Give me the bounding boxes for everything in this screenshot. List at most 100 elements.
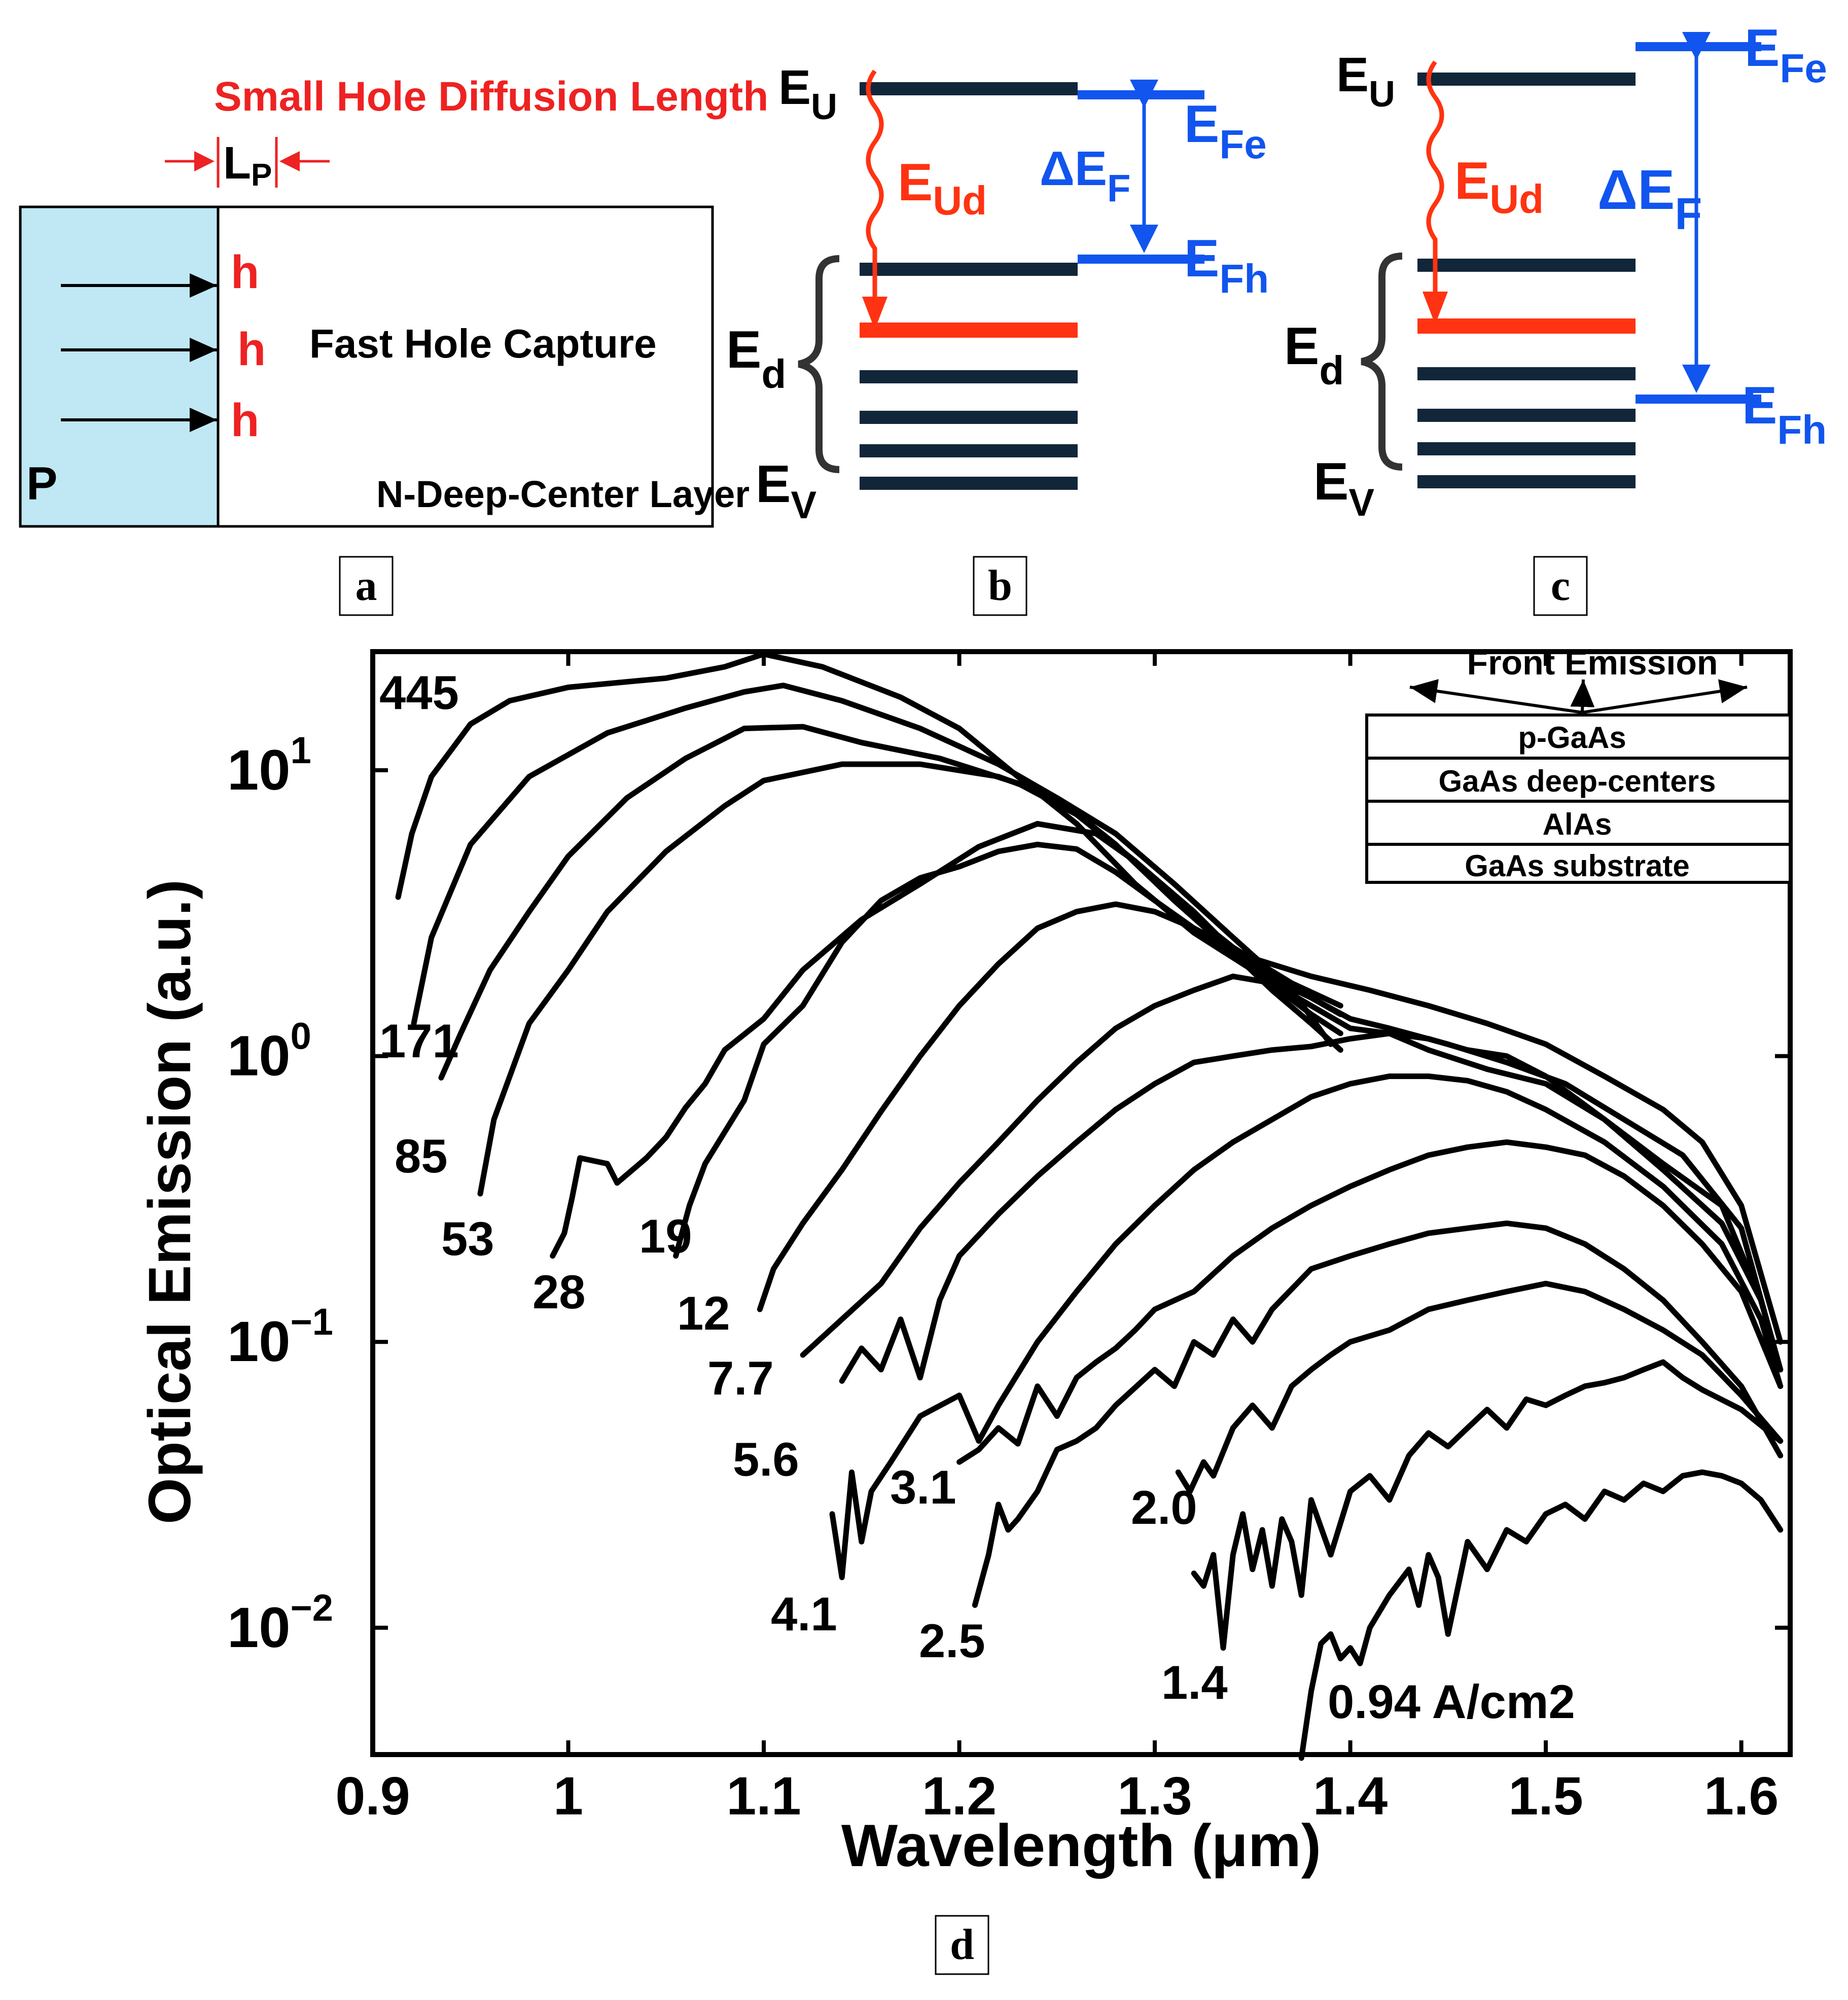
x-tick-label: 1.1 bbox=[726, 1766, 801, 1826]
curve-label-2-0: 2.0 bbox=[1131, 1481, 1197, 1534]
x-tick-label: 1.5 bbox=[1508, 1766, 1583, 1826]
ed-main: E bbox=[1284, 317, 1319, 376]
deep-level bbox=[860, 411, 1078, 424]
panel-tag-box bbox=[935, 1915, 989, 1975]
valence-level bbox=[860, 477, 1078, 490]
hole-label: h bbox=[231, 246, 259, 298]
deep-level bbox=[1417, 409, 1636, 422]
curve-label-4-1: 4.1 bbox=[771, 1587, 837, 1640]
eud-sub: Ud bbox=[933, 178, 987, 223]
deep-level bbox=[1417, 367, 1636, 380]
layer-gaas-substrate: GaAs substrate bbox=[1465, 849, 1690, 883]
svg-text:Ed: Ed bbox=[1284, 317, 1344, 393]
series-line-3-1 bbox=[956, 1139, 1784, 1465]
recombination-arrow bbox=[866, 69, 884, 325]
series-line-5-6 bbox=[839, 1030, 1784, 1384]
series-line-4-1 bbox=[829, 1073, 1784, 1581]
svg-text:EFe: EFe bbox=[1745, 19, 1827, 91]
ed-brace bbox=[798, 255, 840, 473]
fermi-level-electron bbox=[1636, 42, 1761, 51]
eud-main: E bbox=[898, 153, 933, 212]
curve-label-7-7: 7.7 bbox=[707, 1351, 774, 1405]
efe-main: E bbox=[1745, 19, 1780, 78]
y-tick-label: 10−1 bbox=[227, 1301, 333, 1373]
series-line-7-7 bbox=[800, 973, 1784, 1373]
efh-main: E bbox=[1184, 229, 1219, 288]
emission-arrow-up bbox=[1570, 679, 1595, 713]
ed-sub: d bbox=[761, 351, 786, 397]
recombination-arrowhead bbox=[862, 297, 887, 330]
curve-label-19: 19 bbox=[639, 1209, 692, 1263]
fermi-level-hole bbox=[1636, 395, 1761, 404]
eu-main: E bbox=[778, 60, 811, 115]
svg-text:EFh: EFh bbox=[1742, 376, 1827, 452]
curve-labels: 445 171 85 53 28 19 12 7.7 5.6 4.1 3.1 2.5 2.0 1.4 0.9… bbox=[379, 666, 1575, 1728]
efe-sub: Fe bbox=[1780, 46, 1827, 91]
svg-text:ΔEF: ΔEF bbox=[1040, 141, 1130, 210]
ed-main: E bbox=[726, 320, 761, 379]
lp-dimension: LP bbox=[165, 137, 330, 193]
def-main: ΔE bbox=[1597, 159, 1675, 221]
emission-arrow-right bbox=[1582, 679, 1748, 714]
plot-frame bbox=[370, 649, 1793, 1757]
curve-label-2-5: 2.5 bbox=[919, 1614, 985, 1667]
panel-tag-c: c bbox=[1551, 561, 1570, 610]
upper-level bbox=[860, 82, 1078, 95]
lp-main: L bbox=[223, 138, 251, 189]
upper-level bbox=[1417, 73, 1636, 86]
hole-label: h bbox=[237, 324, 266, 375]
def-sub: F bbox=[1675, 189, 1702, 239]
series-line-0-94 bbox=[1298, 1469, 1784, 1761]
svg-text:ΔEF: ΔEF bbox=[1597, 159, 1702, 239]
panel-a: Small Hole Diffusion Length LP h h h Fas… bbox=[19, 74, 768, 616]
n-deep-center-layer-label: N-Deep-Center Layer bbox=[376, 473, 750, 515]
panel-b: EU EUd EFe ΔEF EFh Ed EV b bbox=[726, 60, 1269, 616]
x-tick-label: 1.6 bbox=[1704, 1766, 1779, 1826]
series-line-53 bbox=[477, 761, 1334, 1197]
curve-label-171: 171 bbox=[379, 1014, 459, 1067]
panel-tag-d: d bbox=[950, 1920, 974, 1969]
efh-main: E bbox=[1742, 376, 1777, 435]
x-tick-label: 1.4 bbox=[1313, 1766, 1388, 1826]
hole-arrows bbox=[61, 273, 217, 432]
efh-sub: Fh bbox=[1219, 256, 1269, 301]
deep-level-emitting bbox=[860, 323, 1078, 338]
series-line-2-0 bbox=[1175, 1280, 1784, 1494]
series-line-445 bbox=[395, 651, 1343, 1017]
curve-label-5-6: 5.6 bbox=[733, 1433, 799, 1486]
deep-level bbox=[860, 263, 1078, 276]
efh-sub: Fh bbox=[1777, 407, 1827, 452]
ev-sub: V bbox=[791, 484, 816, 527]
panel-tag-box bbox=[1533, 556, 1588, 616]
axis-ticks: 0.9 1 1.1 1.2 1.3 1.4 1.5 1.6 101 100 10−1 10−2 bbox=[227, 652, 1790, 1826]
svg-text:EU: EU bbox=[778, 60, 837, 127]
deep-level bbox=[860, 444, 1078, 457]
n-deep-center-layer bbox=[217, 205, 714, 528]
fermi-level-hole bbox=[1078, 255, 1204, 264]
x-tick-label: 0.9 bbox=[335, 1766, 410, 1826]
efe-main: E bbox=[1184, 95, 1219, 154]
ev-main: E bbox=[756, 455, 791, 514]
curve-label-1-4: 1.4 bbox=[1161, 1656, 1228, 1709]
eud-main: E bbox=[1454, 152, 1489, 210]
svg-text:EV: EV bbox=[756, 455, 816, 527]
layer-p-gaas: p-GaAs bbox=[1518, 721, 1626, 755]
curve-label-3-1: 3.1 bbox=[890, 1460, 956, 1514]
x-tick-label: 1.2 bbox=[922, 1766, 997, 1826]
svg-text:EV: EV bbox=[1313, 452, 1374, 524]
panel-d: 0.9 1 1.1 1.2 1.3 1.4 1.5 1.6 101 100 10−1 10−2 445… bbox=[136, 644, 1793, 1975]
small-hole-diffusion-title: Small Hole Diffusion Length bbox=[214, 74, 768, 120]
ed-brace bbox=[1361, 253, 1403, 471]
curve-label-53: 53 bbox=[441, 1212, 494, 1265]
ed-sub: d bbox=[1319, 348, 1344, 393]
valence-level bbox=[1417, 475, 1636, 488]
svg-text:EUd: EUd bbox=[898, 153, 987, 223]
y-tick-label: 10−2 bbox=[227, 1587, 333, 1659]
series-line-171 bbox=[411, 683, 1343, 1026]
curve-label-85: 85 bbox=[395, 1129, 448, 1183]
series-line-28 bbox=[550, 820, 1343, 1259]
ev-main: E bbox=[1313, 452, 1348, 511]
chart-series bbox=[395, 651, 1784, 1761]
curve-label-445: 445 bbox=[379, 666, 459, 719]
recombination-arrow bbox=[1426, 60, 1444, 319]
